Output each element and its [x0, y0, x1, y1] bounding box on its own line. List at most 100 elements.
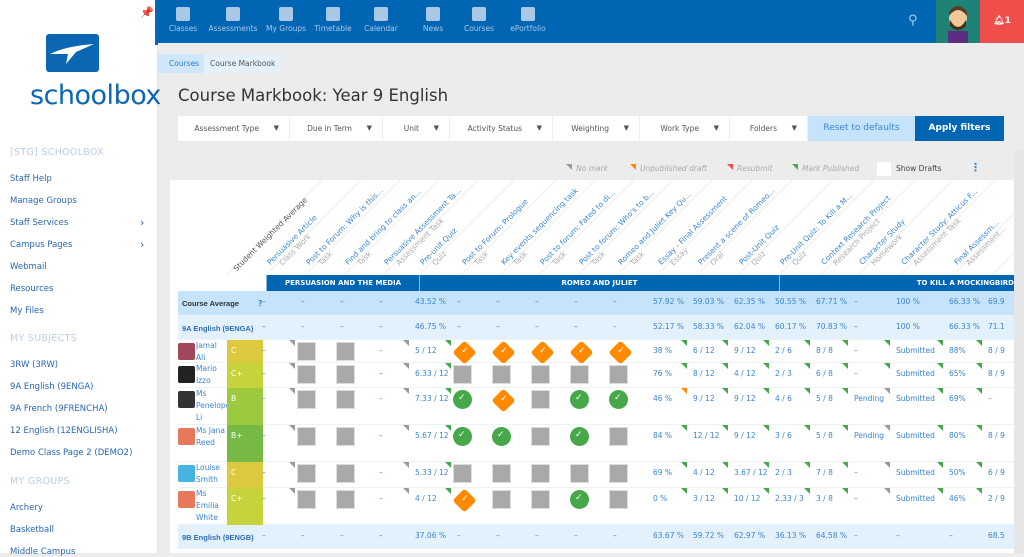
- cell-icon[interactable]: [297, 365, 316, 386]
- grade-cell[interactable]: –: [301, 322, 305, 331]
- grade-cell[interactable]: –: [262, 468, 266, 477]
- more-options-icon[interactable]: ⋮: [970, 161, 981, 174]
- grade-cell[interactable]: –: [854, 322, 858, 331]
- nav-assessments[interactable]: Assessments: [208, 0, 258, 43]
- grey-placeholder-icon[interactable]: [531, 464, 550, 483]
- apply-filters-button[interactable]: Apply filters: [915, 116, 1004, 141]
- published-check-icon[interactable]: [453, 390, 472, 409]
- grade-cell[interactable]: –: [379, 531, 383, 540]
- grade-cell[interactable]: 3 / 12: [693, 494, 715, 503]
- grade-cell[interactable]: 84 %: [653, 431, 673, 440]
- grade-cell[interactable]: 4 / 12: [693, 468, 715, 477]
- grade-cell[interactable]: –: [262, 346, 266, 355]
- grey-placeholder-icon[interactable]: [336, 464, 355, 483]
- grade-cell[interactable]: 70.83 %: [816, 322, 847, 331]
- grade-cell[interactable]: 9 / 12: [693, 394, 715, 403]
- grade-cell[interactable]: 66.33 %: [949, 322, 980, 331]
- cell-icon[interactable]: [609, 427, 628, 448]
- grade-cell[interactable]: 5 / 8: [816, 431, 833, 440]
- grade-cell[interactable]: 2 / 3: [775, 468, 792, 477]
- cell-icon[interactable]: [492, 490, 511, 511]
- cell-icon[interactable]: [336, 427, 355, 448]
- grey-placeholder-icon[interactable]: [531, 390, 550, 409]
- sidebar-subject[interactable]: Demo Class Page 2 (DEMO2): [10, 448, 133, 458]
- student-avatar[interactable]: [178, 343, 195, 360]
- filter-folders[interactable]: Folders ▼: [730, 116, 808, 141]
- cell-icon[interactable]: [336, 342, 355, 363]
- class-group-link[interactable]: 9B English (9ENGB): [182, 533, 254, 542]
- cell-icon[interactable]: [297, 342, 316, 363]
- cell-icon[interactable]: [336, 365, 355, 386]
- grade-cell[interactable]: 88%: [949, 346, 966, 355]
- grey-placeholder-icon[interactable]: [609, 365, 628, 384]
- sidebar-subject[interactable]: 9A English (9ENGA): [10, 382, 94, 392]
- search-icon[interactable]: ⚲: [908, 13, 918, 28]
- nav-classes[interactable]: Classes: [158, 0, 208, 43]
- cell-icon[interactable]: [453, 464, 472, 485]
- nav-my-groups[interactable]: My Groups: [261, 0, 311, 43]
- grade-cell[interactable]: –: [301, 297, 305, 306]
- pin-icon[interactable]: 📌: [140, 6, 154, 19]
- grade-cell[interactable]: 4 / 6: [775, 394, 792, 403]
- grade-cell[interactable]: –: [613, 531, 617, 540]
- grey-placeholder-icon[interactable]: [297, 464, 316, 483]
- cell-icon[interactable]: [531, 464, 550, 485]
- grade-cell[interactable]: 69.9: [988, 297, 1005, 306]
- cell-icon[interactable]: [570, 390, 589, 411]
- grade-cell[interactable]: 69%: [949, 394, 966, 403]
- grade-cell[interactable]: 6.33 / 12: [415, 369, 449, 378]
- cell-icon[interactable]: [570, 427, 589, 448]
- grade-cell[interactable]: 46%: [949, 494, 966, 503]
- grade-cell[interactable]: 68.5: [988, 531, 1005, 540]
- grade-cell[interactable]: 3 / 8: [816, 494, 833, 503]
- student-name-link[interactable]: Jamal Ali: [196, 341, 217, 362]
- grade-cell[interactable]: –: [949, 531, 953, 540]
- grey-placeholder-icon[interactable]: [297, 490, 316, 509]
- grade-cell[interactable]: 76 %: [653, 369, 673, 378]
- grade-cell[interactable]: –: [496, 531, 500, 540]
- chevron-right-icon[interactable]: ›: [140, 238, 145, 251]
- grade-cell[interactable]: –: [854, 494, 858, 503]
- grade-cell[interactable]: 65%: [949, 369, 966, 378]
- grade-cell[interactable]: 12 / 12: [693, 431, 720, 440]
- reset-to-defaults-button[interactable]: Reset to defaults: [808, 116, 915, 141]
- grey-placeholder-icon[interactable]: [492, 464, 511, 483]
- cell-icon[interactable]: [609, 464, 628, 485]
- grade-cell[interactable]: 46 %: [653, 394, 673, 403]
- grey-placeholder-icon[interactable]: [609, 464, 628, 483]
- filter-work-type[interactable]: Work Type ▼: [640, 116, 730, 141]
- cell-icon[interactable]: [570, 365, 589, 386]
- grade-cell[interactable]: 9 / 12: [734, 394, 756, 403]
- grey-placeholder-icon[interactable]: [297, 342, 316, 361]
- grade-cell[interactable]: –: [262, 297, 266, 306]
- cell-icon[interactable]: [609, 365, 628, 386]
- sidebar-link[interactable]: Campus Pages: [10, 240, 73, 250]
- filter-due-in-term[interactable]: Due in Term ▼: [290, 116, 383, 141]
- grade-cell[interactable]: 57.92 %: [653, 297, 684, 306]
- grade-cell[interactable]: 62.35 %: [734, 297, 765, 306]
- grade-cell[interactable]: –: [262, 431, 266, 440]
- grade-cell[interactable]: –: [301, 531, 305, 540]
- grey-placeholder-icon[interactable]: [609, 427, 628, 446]
- cell-icon[interactable]: [297, 427, 316, 448]
- grey-placeholder-icon[interactable]: [531, 490, 550, 509]
- grade-cell[interactable]: –: [457, 322, 461, 331]
- grade-cell[interactable]: 9 / 12: [734, 346, 756, 355]
- grade-cell[interactable]: –: [613, 297, 617, 306]
- grade-cell[interactable]: –: [535, 531, 539, 540]
- grade-cell[interactable]: 62.97 %: [734, 531, 765, 540]
- grey-placeholder-icon[interactable]: [297, 390, 316, 409]
- grade-cell[interactable]: –: [262, 494, 266, 503]
- grade-cell[interactable]: 66.33 %: [949, 297, 980, 306]
- cell-icon[interactable]: [297, 464, 316, 485]
- unpublished-check-icon[interactable]: [570, 341, 593, 365]
- grade-cell[interactable]: 37.06 %: [415, 531, 446, 540]
- grade-cell[interactable]: –: [379, 369, 383, 378]
- grade-cell[interactable]: 2 / 6: [775, 346, 792, 355]
- published-check-icon[interactable]: [570, 390, 589, 409]
- published-check-icon[interactable]: [453, 427, 472, 446]
- grade-cell[interactable]: –: [613, 322, 617, 331]
- grey-placeholder-icon[interactable]: [609, 490, 628, 509]
- chevron-right-icon[interactable]: ›: [140, 216, 145, 229]
- sidebar-subject[interactable]: 9A French (9FRENCHA): [10, 404, 108, 414]
